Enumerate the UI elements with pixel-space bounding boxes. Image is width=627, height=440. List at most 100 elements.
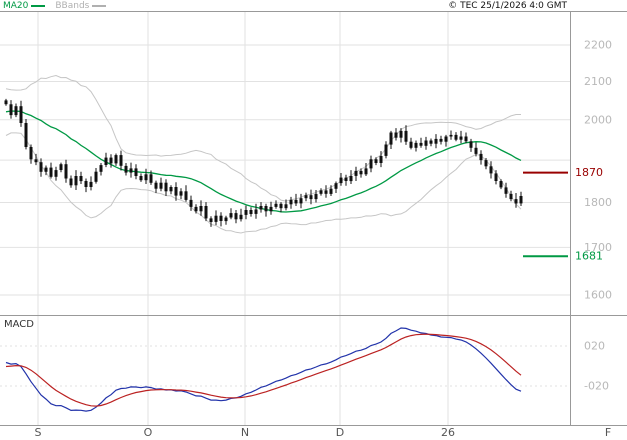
candle: [319, 188, 323, 196]
candle-body: [444, 136, 448, 142]
candle: [389, 130, 393, 149]
macd-line: [5, 327, 522, 412]
candle-body: [189, 199, 193, 207]
candle-body: [474, 147, 478, 154]
candle-body: [219, 215, 223, 221]
candle: [399, 128, 403, 143]
candle-body: [224, 217, 228, 222]
macd-axis-label: 020: [584, 340, 605, 353]
candle-body: [434, 138, 438, 144]
candle-body: [409, 141, 413, 148]
bbands-line-swatch-icon: [92, 5, 107, 7]
candle-body: [374, 159, 378, 163]
candle: [39, 158, 43, 177]
candle: [314, 190, 318, 203]
legend-bbands-label: BBands: [55, 1, 90, 11]
candle: [239, 208, 243, 222]
candle: [294, 193, 298, 206]
candle: [514, 193, 518, 208]
candle-body: [354, 170, 358, 176]
candle: [29, 144, 33, 164]
price-axis-label: 1600: [584, 289, 612, 302]
candle: [199, 200, 203, 216]
candle-body: [504, 187, 508, 194]
candle: [449, 130, 453, 140]
candle: [59, 162, 63, 173]
candle-body: [104, 157, 108, 165]
candle: [129, 162, 133, 178]
candle: [339, 173, 343, 186]
candle: [459, 130, 463, 144]
candle-body: [344, 177, 348, 181]
candle: [174, 182, 178, 201]
candle: [499, 179, 503, 190]
candle: [144, 168, 148, 184]
candle: [324, 185, 328, 198]
candle-body: [169, 187, 173, 192]
candle: [84, 178, 88, 193]
candle: [49, 162, 53, 179]
candle-body: [204, 206, 208, 219]
candle-body: [289, 199, 293, 205]
price-axis-label: 1800: [584, 196, 612, 209]
candle-body: [314, 193, 318, 200]
candle-body: [94, 171, 98, 182]
candle: [264, 203, 268, 217]
candle-body: [109, 157, 113, 164]
candle: [279, 202, 283, 213]
candle: [204, 202, 208, 222]
candle-body: [154, 182, 158, 189]
candle-body: [294, 199, 298, 204]
candle-body: [54, 170, 58, 177]
legend: MA20 BBands: [3, 1, 107, 11]
candle-body: [274, 203, 278, 207]
candle-body: [149, 174, 153, 183]
support-level-label: 1681: [575, 250, 603, 263]
candle-body: [349, 176, 353, 182]
candle: [419, 137, 423, 148]
candle-body: [514, 199, 518, 204]
candle-body: [164, 182, 168, 192]
candle-body: [324, 190, 328, 194]
candle-body: [404, 130, 408, 142]
candle: [244, 205, 248, 220]
ma20-line-swatch-icon: [31, 5, 46, 7]
macd-signal-line: [5, 333, 522, 407]
candle-body: [479, 153, 483, 161]
candle: [24, 119, 28, 150]
candle: [169, 185, 173, 195]
price-axis-label: 2200: [584, 39, 612, 52]
candle-body: [129, 168, 133, 173]
candle: [504, 182, 508, 198]
candle: [219, 212, 223, 227]
candle-body: [69, 178, 73, 186]
candle-body: [429, 140, 433, 144]
candle-body: [229, 213, 233, 218]
candle-body: [14, 106, 18, 116]
candle: [414, 140, 418, 152]
candle-body: [114, 155, 118, 164]
candle: [229, 208, 233, 220]
candle-body: [299, 198, 303, 204]
candle: [429, 138, 433, 147]
candle: [209, 216, 213, 227]
time-axis-label: O: [144, 426, 153, 439]
candle-body: [399, 130, 403, 138]
candle: [89, 176, 93, 191]
candle-body: [369, 159, 373, 169]
candle-body: [469, 141, 473, 148]
candle-body: [64, 164, 68, 179]
candle-body: [284, 204, 288, 209]
candle-body: [144, 174, 148, 181]
candle-body: [384, 144, 388, 156]
candle: [69, 175, 73, 188]
candle-body: [509, 193, 513, 200]
bollinger-upper-line: [5, 74, 521, 202]
candle: [214, 210, 218, 226]
candle-body: [259, 206, 263, 210]
candle: [289, 196, 293, 209]
candle-body: [239, 214, 243, 220]
candle: [269, 201, 273, 215]
candle-body: [4, 100, 8, 105]
candle: [434, 134, 438, 149]
